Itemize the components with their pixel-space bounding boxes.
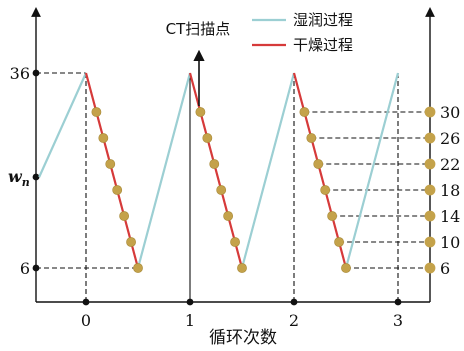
left-y-tick-label: 36 [10,64,30,83]
scan-point [105,159,116,169]
scan-point [216,185,227,195]
right-y-tick-dot [424,262,436,274]
scan-point [341,263,351,273]
scan-point [126,237,136,247]
wetting-line-0 [38,72,88,178]
ct-scan-label: CT扫描点 [166,20,231,38]
scan-point [98,133,109,143]
scan-point [334,237,344,247]
ct-scan-annotation: CT扫描点 [166,20,231,106]
x-axis-label: 循环次数 [209,328,277,348]
right-y-tick-label: 6 [440,259,450,278]
left-y-tick-dot [32,264,40,272]
wetting-line-2 [240,72,296,269]
right-y-tick-dot [424,158,436,170]
scan-point [313,159,324,169]
right-y-tick-dot [424,106,436,118]
scan-point [299,107,310,117]
left-y-tick-dot-wn [32,173,40,181]
scan-points-layer [91,107,351,273]
right-y-tick-dot [424,210,436,222]
labels-layer: 循环次数 36 6 wn 0 1 2 3 30 26 22 18 14 10 6 [8,64,460,348]
scan-point [306,133,317,143]
right-y-tick-label: 10 [440,233,460,252]
right-y-tick-label: 30 [440,103,460,122]
x-tick-label: 3 [393,311,403,330]
x-tick-label: 2 [289,311,299,330]
axes-layer [31,7,436,306]
scan-point [223,211,234,221]
drying-line-0 [84,72,140,269]
scan-point [202,133,213,143]
x-tick-dot [290,298,298,306]
series-layer [38,72,400,269]
scan-point [327,211,338,221]
scan-point [133,263,143,273]
drying-line-2 [292,72,348,269]
guide-layer [36,72,430,302]
legend-label-wetting: 湿润过程 [293,11,353,29]
scan-point [195,107,206,117]
legend: 湿润过程 干燥过程 [252,11,353,54]
scan-point [91,107,102,117]
wetting-line-1 [136,72,192,269]
x-tick-dot [82,298,90,306]
scan-point [119,211,130,221]
scan-point [237,263,247,273]
scan-point [230,237,240,247]
right-y-tick-dot [424,184,436,196]
right-y-tick-label: 14 [440,207,460,226]
scan-point [209,159,220,169]
x-tick-dot [186,298,194,306]
right-y-tick-dot [424,236,436,248]
scan-point [320,185,331,195]
left-y-tick-label-wn-sub: n [22,176,30,189]
left-y-tick-dot [32,69,40,77]
left-y-tick-label: 6 [20,259,30,278]
x-tick-label: 0 [81,311,91,330]
wetting-line-3 [344,72,400,269]
scan-point [112,185,123,195]
right-y-tick-label: 22 [440,155,460,174]
right-y-tick-label: 26 [440,129,460,148]
legend-label-drying: 干燥过程 [293,36,353,54]
x-tick-dot [394,298,402,306]
right-y-tick-label: 18 [440,181,460,200]
right-y-tick-dot [424,132,436,144]
left-y-tick-label-wn: wn [8,167,30,189]
x-tick-label: 1 [185,311,195,330]
